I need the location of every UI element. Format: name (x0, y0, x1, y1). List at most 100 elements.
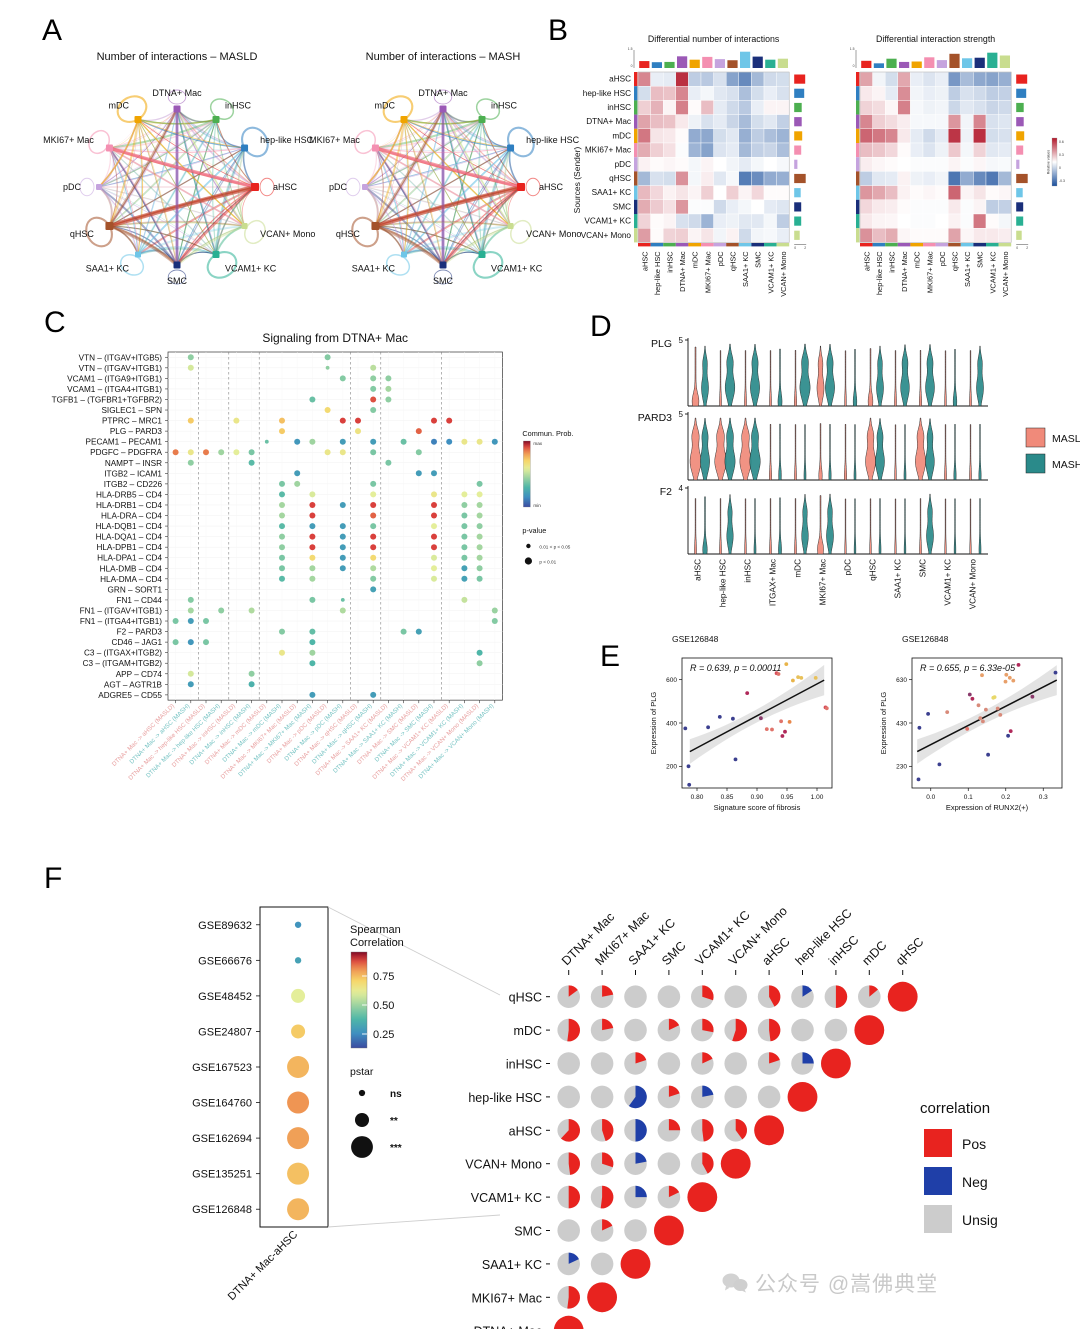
svg-text:VCAM1+ KC: VCAM1+ KC (491, 263, 543, 273)
svg-text:0.85: 0.85 (721, 794, 734, 801)
svg-text:Spearman: Spearman (350, 924, 401, 936)
svg-text:aHSC: aHSC (609, 75, 631, 84)
svg-text:Differential interaction stren: Differential interaction strength (876, 34, 995, 44)
svg-text:SMC: SMC (659, 939, 689, 969)
svg-text:VCAM1+ KC: VCAM1+ KC (471, 1191, 542, 1205)
svg-text:SMC: SMC (919, 559, 928, 577)
svg-text:GRN – SORT1: GRN – SORT1 (108, 585, 163, 594)
svg-text:0.25: 0.25 (373, 1029, 394, 1041)
svg-text:SAA1+ KC: SAA1+ KC (482, 1258, 542, 1272)
svg-text:GSE126848: GSE126848 (192, 1204, 252, 1216)
svg-text:SMC: SMC (433, 276, 454, 286)
svg-text:HLA-DRB1 – CD4: HLA-DRB1 – CD4 (96, 501, 162, 510)
svg-text:400: 400 (666, 720, 677, 727)
svg-text:DTNA+ Mac: DTNA+ Mac (418, 88, 468, 98)
svg-text:ITGB2 – CD226: ITGB2 – CD226 (104, 480, 163, 489)
svg-text:200: 200 (666, 764, 677, 771)
svg-text:hep-like HSC: hep-like HSC (719, 559, 728, 607)
svg-text:MKI67+ Mac: MKI67+ Mac (471, 1291, 542, 1305)
svg-text:MASLD: MASLD (1052, 433, 1080, 445)
svg-text:***: *** (390, 1143, 402, 1154)
svg-text:430: 430 (896, 720, 907, 727)
svg-text:0.0: 0.0 (926, 794, 935, 801)
svg-text:mDC: mDC (375, 101, 396, 111)
svg-text:VTN – (ITGAV+ITGB5): VTN – (ITGAV+ITGB5) (79, 353, 163, 362)
panel-label-F: F (44, 862, 63, 895)
svg-text:inHSC: inHSC (666, 251, 675, 273)
svg-text:GSE89632: GSE89632 (198, 920, 252, 932)
svg-text:DTNA+ Mac: DTNA+ Mac (678, 251, 687, 292)
svg-text:0.2: 0.2 (1001, 794, 1010, 801)
svg-text:0.90: 0.90 (751, 794, 764, 801)
svg-text:HLA-DQA1 – CD4: HLA-DQA1 – CD4 (96, 533, 163, 542)
svg-text:600: 600 (666, 677, 677, 684)
svg-text:0.50: 0.50 (373, 1000, 394, 1012)
svg-text:inHSC: inHSC (491, 101, 518, 111)
svg-text:VCAM1 – (ITGA9+ITGB1): VCAM1 – (ITGA9+ITGB1) (67, 374, 162, 383)
svg-text:qHSC: qHSC (893, 935, 926, 968)
svg-text:CD46 – JAG1: CD46 – JAG1 (111, 638, 162, 647)
svg-text:GSE135251: GSE135251 (192, 1169, 252, 1181)
panel-label-C: C (44, 306, 66, 339)
svg-text:VCAN+ Mono: VCAN+ Mono (779, 251, 788, 296)
svg-text:HLA-DRB5 – CD4: HLA-DRB5 – CD4 (96, 490, 162, 499)
svg-text:SMC: SMC (754, 251, 763, 268)
svg-text:Sources (Sender): Sources (Sender) (572, 147, 582, 214)
svg-text:VCAN+ Mono: VCAN+ Mono (260, 229, 315, 239)
panel-label-B: B (548, 14, 569, 47)
svg-text:Expression of PLG: Expression of PLG (879, 692, 888, 755)
svg-text:5: 5 (679, 410, 684, 419)
svg-text:SAA1+ KC: SAA1+ KC (894, 559, 903, 598)
svg-text:hep-like HSC: hep-like HSC (653, 251, 662, 295)
svg-text:HLA-DPB1 – CD4: HLA-DPB1 – CD4 (96, 543, 162, 552)
svg-text:Expression of RUNX2(+): Expression of RUNX2(+) (946, 803, 1029, 812)
panel-label-D: D (590, 310, 612, 343)
svg-text:F2 – PARD3: F2 – PARD3 (117, 628, 163, 637)
svg-text:Signaling from DTNA+ Mac: Signaling from DTNA+ Mac (262, 331, 408, 345)
svg-text:0.6: 0.6 (1059, 140, 1064, 144)
svg-text:qHSC: qHSC (729, 251, 738, 271)
svg-text:pDC: pDC (63, 182, 82, 192)
svg-text:DTNA+ Mac: DTNA+ Mac (586, 117, 631, 126)
svg-text:mDC: mDC (612, 131, 631, 140)
svg-text:GSE66676: GSE66676 (198, 955, 252, 967)
svg-text:MKI67+ Mac: MKI67+ Mac (819, 559, 828, 605)
svg-text:qHSC: qHSC (869, 559, 878, 581)
svg-text:PLG – PARD3: PLG – PARD3 (110, 427, 163, 436)
svg-text:4: 4 (679, 484, 684, 493)
svg-text:PLG: PLG (651, 338, 672, 350)
svg-text:SAA1+ KC: SAA1+ KC (963, 251, 972, 287)
svg-text:VCAN+ Mono: VCAN+ Mono (465, 1158, 542, 1172)
svg-text:GSE24807: GSE24807 (198, 1026, 252, 1038)
svg-text:pDC: pDC (329, 182, 348, 192)
svg-text:0: 0 (1016, 246, 1018, 250)
svg-text:max: max (533, 441, 542, 446)
svg-text:hep-like HSC: hep-like HSC (583, 89, 631, 98)
svg-text:SIGLEC1 – SPN: SIGLEC1 – SPN (101, 406, 162, 415)
svg-text:qHSC: qHSC (951, 251, 960, 271)
svg-text:AGT – AGTR1B: AGT – AGTR1B (104, 680, 163, 689)
svg-text:VCAN+ Mono: VCAN+ Mono (526, 229, 581, 239)
svg-text:PTPRC – MRC1: PTPRC – MRC1 (102, 417, 162, 426)
svg-text:C3 – (ITGAX+ITGB2): C3 – (ITGAX+ITGB2) (84, 649, 162, 658)
svg-text:qHSC: qHSC (70, 229, 95, 239)
svg-text:mDC: mDC (913, 251, 922, 268)
svg-text:HLA-DMB – CD4: HLA-DMB – CD4 (100, 564, 163, 573)
svg-text:VCAM1+ KC: VCAM1+ KC (766, 251, 775, 294)
svg-text:SAA1+ KC: SAA1+ KC (741, 251, 750, 287)
svg-text:0: 0 (853, 64, 855, 68)
svg-text:DTNA+ Mac: DTNA+ Mac (152, 88, 202, 98)
svg-text:F2: F2 (660, 486, 672, 498)
panel-label-E: E (600, 640, 621, 673)
svg-text:NAMPT – INSR: NAMPT – INSR (105, 459, 162, 468)
svg-text:qHSC: qHSC (509, 991, 542, 1005)
svg-text:R = 0.655, p = 6.33e-05: R = 0.655, p = 6.33e-05 (920, 663, 1016, 673)
svg-text:2: 2 (804, 246, 806, 250)
svg-text:inHSC: inHSC (225, 101, 252, 111)
svg-text:SMC: SMC (976, 251, 985, 268)
svg-text:hep-like HSC: hep-like HSC (468, 1091, 542, 1105)
svg-text:R = 0.639, p = 0.00011: R = 0.639, p = 0.00011 (690, 663, 781, 673)
wechat-icon (722, 1273, 748, 1293)
svg-text:SAA1+ KC: SAA1+ KC (592, 188, 631, 197)
svg-text:1.5: 1.5 (850, 47, 855, 51)
